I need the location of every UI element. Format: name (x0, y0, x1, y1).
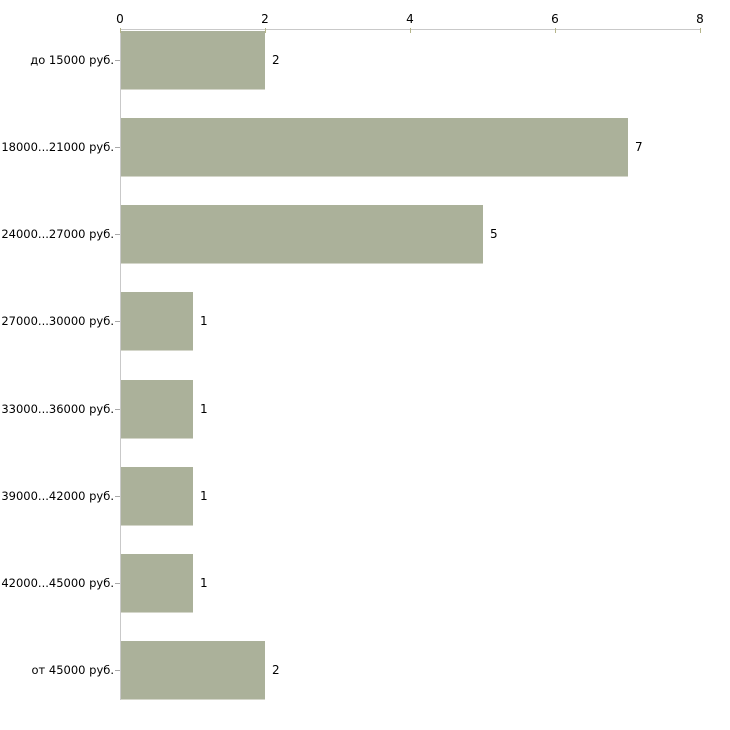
bar (121, 380, 193, 438)
value-label: 7 (635, 140, 643, 154)
bar (121, 31, 265, 89)
value-label: 2 (272, 53, 280, 67)
category-label: 18000...21000 руб. (1, 140, 114, 154)
bar (121, 554, 193, 612)
category-tick-mark (115, 409, 120, 410)
x-tick-mark (410, 28, 411, 33)
x-tick-label: 8 (696, 12, 704, 26)
value-label: 2 (272, 663, 280, 677)
category-tick-mark (115, 321, 120, 322)
category-tick-mark (115, 147, 120, 148)
category-label: 27000...30000 руб. (1, 314, 114, 328)
category-tick-mark (115, 496, 120, 497)
value-label: 1 (200, 314, 208, 328)
value-label: 1 (200, 402, 208, 416)
category-label: 33000...36000 руб. (1, 402, 114, 416)
category-tick-mark (115, 234, 120, 235)
category-tick-mark (115, 583, 120, 584)
category-label: от 45000 руб. (31, 663, 114, 677)
x-tick-mark (555, 28, 556, 33)
x-tick-label: 0 (116, 12, 124, 26)
category-label: 24000...27000 руб. (1, 227, 114, 241)
bar (121, 641, 265, 699)
x-tick-label: 4 (406, 12, 414, 26)
x-tick-label: 6 (551, 12, 559, 26)
bar (121, 118, 628, 176)
x-tick-mark (120, 28, 121, 33)
bar (121, 467, 193, 525)
category-tick-mark (115, 670, 120, 671)
x-tick-mark (700, 28, 701, 33)
y-axis-line (120, 29, 121, 700)
value-label: 5 (490, 227, 498, 241)
category-label: 42000...45000 руб. (1, 576, 114, 590)
category-label: до 15000 руб. (30, 53, 114, 67)
bar (121, 292, 193, 350)
bar (121, 205, 483, 263)
value-label: 1 (200, 576, 208, 590)
category-label: 39000...42000 руб. (1, 489, 114, 503)
value-label: 1 (200, 489, 208, 503)
x-tick-label: 2 (261, 12, 269, 26)
category-tick-mark (115, 60, 120, 61)
x-tick-mark (265, 28, 266, 33)
